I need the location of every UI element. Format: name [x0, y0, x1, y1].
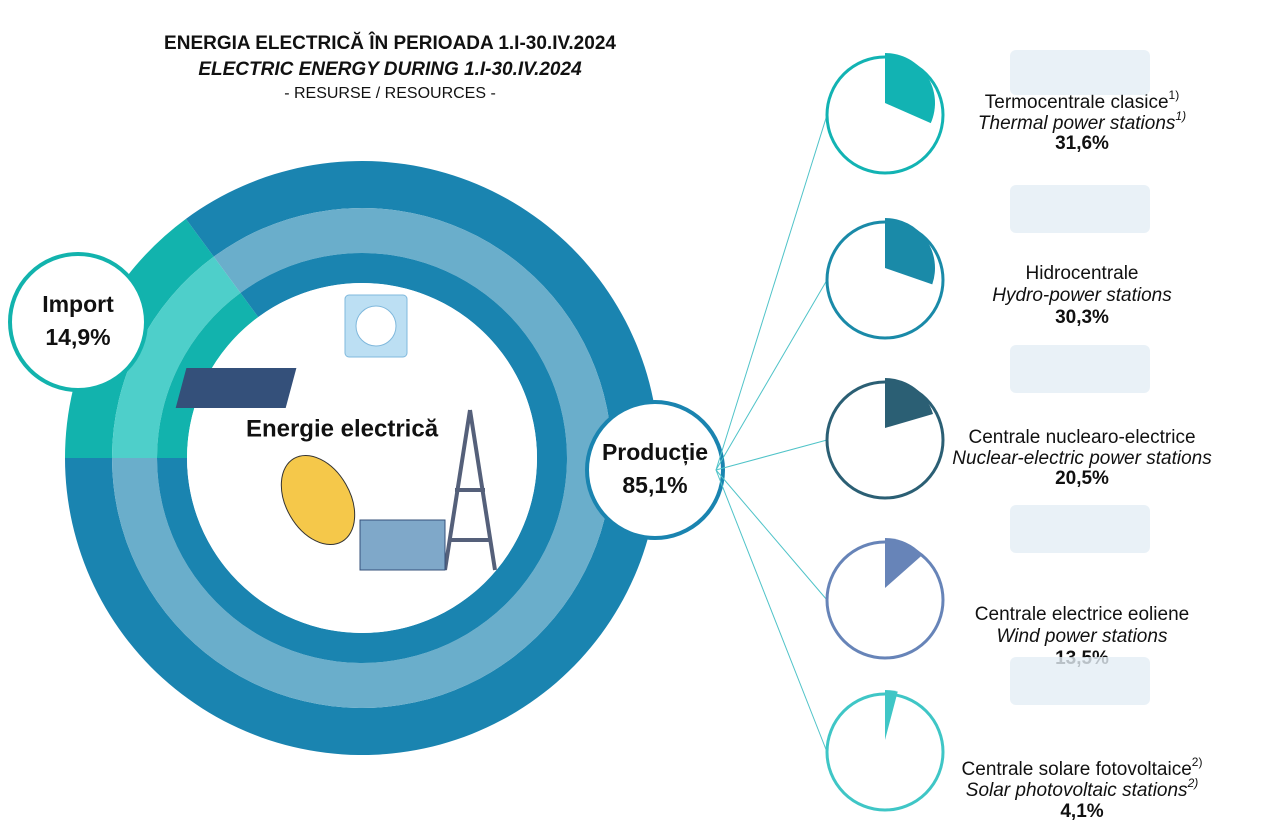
- segment-value-label: 85,1%: [622, 472, 687, 498]
- category-name: Centrale electrice eoliene: [975, 604, 1189, 625]
- footnote-mark: 2): [1192, 755, 1203, 769]
- footnote-mark: 1): [1175, 109, 1186, 123]
- connector: [716, 470, 827, 752]
- center-label: Energie electrică: [246, 415, 439, 442]
- category-name-text: Termocentrale clasice: [985, 92, 1169, 113]
- category-name-text: Centrale solare fotovoltaice: [962, 759, 1192, 780]
- station-icon: [1010, 505, 1150, 553]
- title: ENERGIA ELECTRICĂ ÎN PERIOADA 1.I-30.IV.…: [164, 32, 616, 54]
- category-name-en: Nuclear-electric power stations: [952, 448, 1212, 469]
- category-name-en: Thermal power stations1): [978, 109, 1186, 134]
- footnote-mark: 1): [1169, 88, 1180, 102]
- connector: [716, 470, 827, 600]
- category-name: Centrale nuclearo-electrice: [968, 427, 1195, 448]
- connector: [716, 115, 827, 470]
- category-name-en-text: Solar photovoltaic stations: [966, 780, 1188, 801]
- station-icon: [1010, 657, 1150, 705]
- value-label: 30,3%: [1055, 307, 1109, 328]
- segment-badge: [10, 254, 146, 390]
- footnote-mark: 2): [1187, 776, 1199, 790]
- value-label: 4,1%: [1060, 801, 1103, 821]
- transformer-icon: [360, 520, 445, 570]
- category-name-text: Centrale nuclearo-electrice: [968, 427, 1195, 448]
- connector: [716, 280, 827, 470]
- category-name-en: Wind power stations: [997, 626, 1168, 647]
- station-icon: [1010, 345, 1150, 393]
- category-name-en-text: Hydro-power stations: [992, 285, 1172, 306]
- category-name-en: Hydro-power stations: [992, 285, 1172, 306]
- segment-value-label: 14,9%: [45, 324, 110, 350]
- category-name-en: Solar photovoltaic stations2): [966, 776, 1198, 801]
- socket-icon: [356, 306, 396, 346]
- segment-badge: [587, 402, 723, 538]
- value-label: 31,6%: [1055, 133, 1109, 154]
- segment-name: Import: [42, 291, 114, 317]
- category-name-en-text: Nuclear-electric power stations: [952, 448, 1212, 469]
- category-name: Centrale solare fotovoltaice2): [962, 755, 1203, 780]
- solar-icon: [176, 368, 297, 408]
- connector: [716, 440, 827, 470]
- category-name-en-text: Thermal power stations: [978, 113, 1176, 134]
- subtitle: ELECTRIC ENERGY DURING 1.I-30.IV.2024: [198, 59, 582, 80]
- resources-label: - RESURSE / RESOURCES -: [284, 85, 496, 102]
- station-icon: [1010, 185, 1150, 233]
- station-icon: [1010, 50, 1150, 95]
- category-name-text: Centrale electrice eoliene: [975, 604, 1189, 625]
- category-name-en-text: Wind power stations: [997, 626, 1168, 647]
- value-label: 20,5%: [1055, 468, 1109, 489]
- segment-name: Producție: [602, 439, 708, 466]
- infographic: ENERGIA ELECTRICĂ ÎN PERIOADA 1.I-30.IV.…: [0, 0, 1280, 821]
- category-name-text: Hidrocentrale: [1026, 263, 1139, 284]
- category-name: Hidrocentrale: [1026, 263, 1139, 284]
